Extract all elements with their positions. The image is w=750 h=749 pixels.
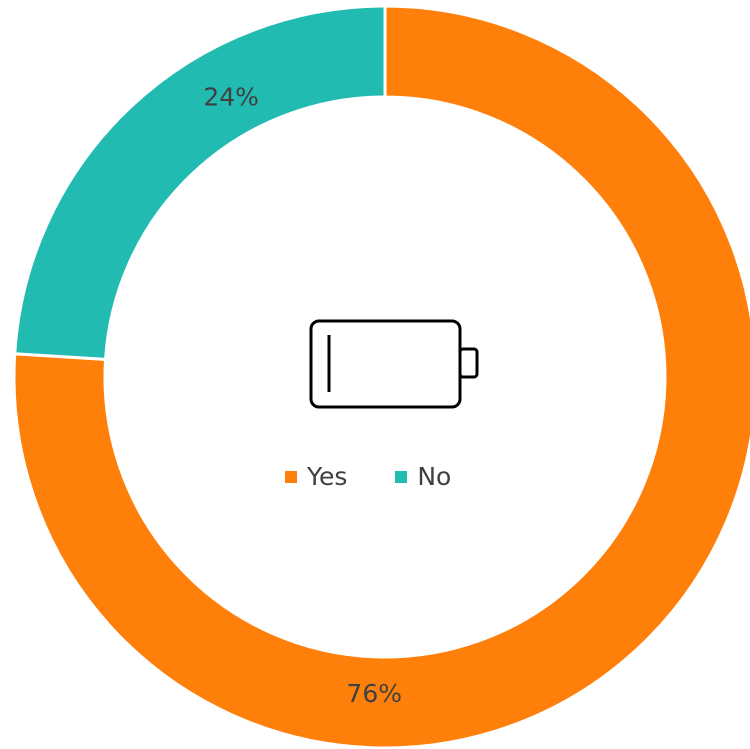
data-label-yes: 76% — [346, 679, 402, 708]
battery-low-icon — [309, 319, 479, 409]
slices-group — [12, 4, 750, 749]
slice-yes — [12, 4, 750, 749]
legend-swatch-no — [395, 470, 408, 483]
legend-swatch-yes — [285, 470, 297, 483]
data-label-no: 24% — [203, 83, 259, 112]
legend-label-yes: Yes — [307, 462, 348, 491]
slice-no — [13, 4, 387, 362]
data-labels-group: 76% 24% — [203, 83, 402, 708]
legend-entry-no: No — [395, 462, 451, 491]
legend: Yes No — [285, 462, 451, 491]
legend-entry-yes: Yes — [285, 462, 347, 491]
legend-label-no: No — [417, 462, 452, 491]
